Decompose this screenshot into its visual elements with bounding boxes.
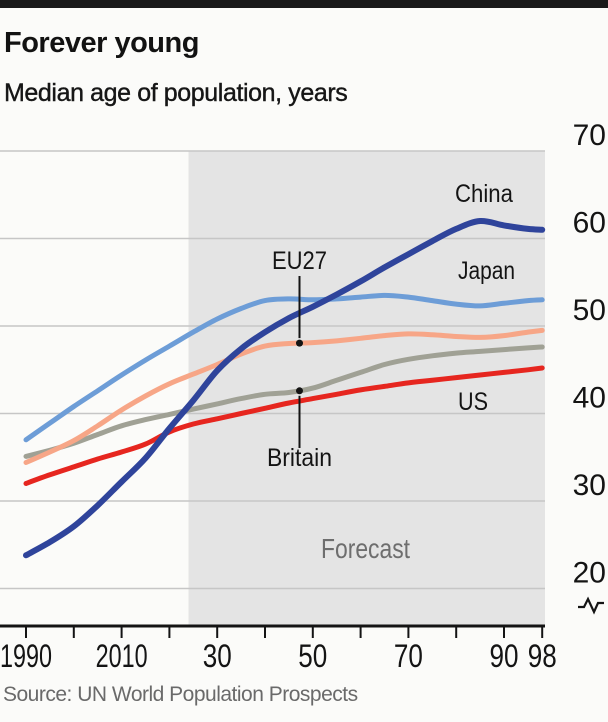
label-dot-eu27	[296, 339, 303, 347]
series-line-japan	[23, 292, 545, 443]
series-label-us: US	[458, 388, 488, 416]
series-label-japan: Japan	[458, 257, 515, 285]
y-tick-label: 20	[573, 557, 606, 590]
x-tick-label: 98	[528, 638, 557, 674]
series-label-eu27: EU27	[272, 247, 327, 275]
x-tick-label: 1990	[0, 638, 52, 674]
series-label-britain: Britain	[267, 444, 332, 472]
series-line-eu27	[23, 327, 545, 465]
series-line-china	[23, 217, 546, 559]
y-tick-label: 70	[573, 119, 606, 152]
chart-subtitle: Median age of population, years	[4, 79, 348, 107]
series-line-us	[23, 365, 545, 486]
x-tick-label: 2010	[96, 638, 148, 674]
forecast-label: Forecast	[321, 533, 410, 564]
x-tick-label: 50	[298, 638, 327, 674]
top-rule-bar	[0, 0, 608, 8]
chart-title: Forever young	[4, 27, 199, 59]
series-line-britain	[23, 344, 545, 459]
y-tick-label: 40	[573, 382, 606, 415]
x-tick-label: 90	[490, 638, 519, 674]
y-tick-label: 60	[573, 207, 606, 240]
x-tick-label: 70	[394, 638, 423, 674]
y-tick-label: 50	[573, 294, 606, 327]
label-dot-britain	[296, 387, 303, 395]
source-note: Source: UN World Population Prospects	[3, 683, 358, 706]
y-tick-label: 30	[573, 469, 606, 502]
series-label-china: China	[455, 180, 513, 208]
axis-break-icon	[578, 596, 604, 615]
x-tick-label: 30	[203, 638, 232, 674]
